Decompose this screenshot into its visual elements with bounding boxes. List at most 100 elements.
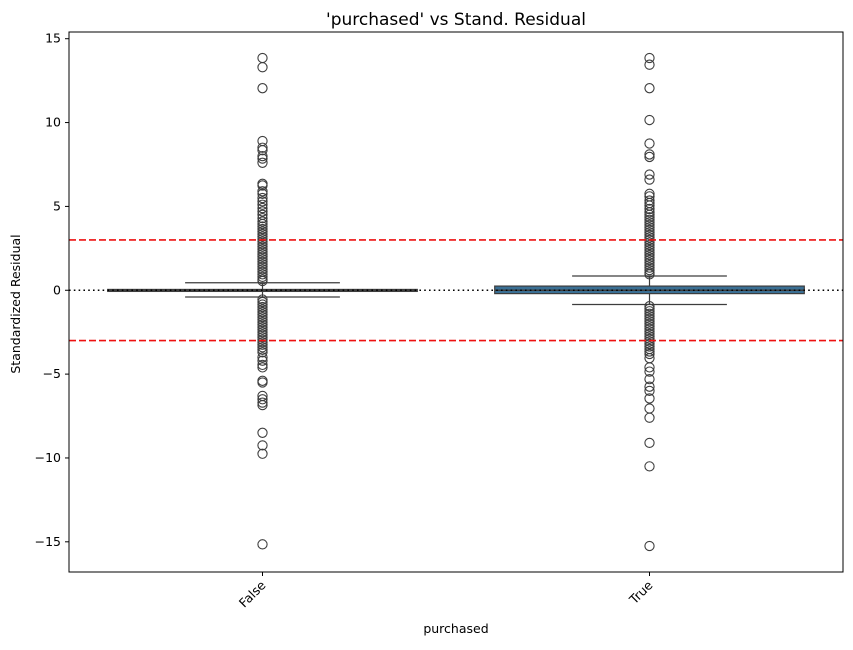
- outlier-point: [644, 540, 655, 552]
- outlier-point: [257, 199, 268, 210]
- outlier-point: [644, 316, 655, 327]
- outlier-point: [257, 394, 268, 405]
- outlier-point: [257, 355, 268, 366]
- outlier-point: [257, 150, 268, 162]
- outlier-point: [257, 251, 268, 262]
- outlier-point: [644, 83, 655, 94]
- outlier-point: [257, 145, 268, 156]
- outlier-point: [644, 195, 655, 206]
- outlier-point: [644, 306, 655, 317]
- outlier-point: [257, 246, 268, 257]
- outlier-point: [257, 271, 268, 282]
- outlier-point: [257, 299, 268, 310]
- outlier-point: [644, 301, 655, 312]
- outlier-point: [644, 341, 655, 352]
- outlier-point: [644, 169, 655, 180]
- x-tick-label: False: [236, 577, 269, 610]
- y-tick-label: −5: [43, 366, 61, 381]
- outlier-point: [257, 316, 268, 328]
- outlier-point: [644, 393, 655, 404]
- y-axis-label: Standardized Residual: [8, 234, 23, 373]
- outlier-point: [257, 322, 268, 333]
- y-tick-label: −15: [35, 534, 61, 549]
- outlier-point: [644, 222, 655, 233]
- outlier-point: [257, 202, 268, 214]
- outlier-point: [257, 192, 268, 204]
- outlier-point: [257, 337, 268, 348]
- outlier-point: [644, 232, 655, 243]
- outlier-point: [644, 338, 655, 350]
- outlier-point: [257, 221, 268, 232]
- outlier-point: [257, 206, 268, 217]
- outlier-point: [644, 207, 655, 218]
- outlier-point: [257, 231, 268, 242]
- outlier-point: [644, 373, 655, 385]
- outlier-point: [257, 275, 268, 287]
- outlier-point: [257, 344, 268, 355]
- outlier-point: [257, 249, 268, 260]
- x-tick-label: True: [626, 577, 656, 607]
- outlier-point: [644, 242, 655, 253]
- outlier-point: [257, 334, 268, 345]
- plot-frame: [68, 31, 844, 573]
- outlier-point: [257, 448, 268, 459]
- outlier-point: [257, 226, 268, 237]
- outlier-point: [257, 269, 268, 280]
- outlier-point: [257, 311, 268, 323]
- outlier-point: [644, 385, 655, 397]
- outlier-point: [644, 249, 655, 261]
- outlier-point: [257, 228, 268, 240]
- outlier-point: [257, 244, 268, 255]
- outlier-point: [257, 236, 268, 247]
- outlier-point: [644, 333, 655, 345]
- outlier-point: [644, 318, 655, 329]
- outlier-point: [644, 326, 655, 337]
- outlier-point: [644, 212, 655, 223]
- outlier-point: [644, 336, 655, 347]
- outlier-point: [257, 157, 268, 168]
- outlier-point: [644, 403, 655, 414]
- outlier-point: [257, 223, 268, 235]
- outlier-point: [257, 212, 268, 224]
- outlier-point: [644, 52, 655, 64]
- outlier-point: [257, 153, 268, 164]
- outlier-point: [257, 324, 268, 335]
- outlier-point: [257, 180, 268, 191]
- outlier-point: [644, 264, 655, 276]
- outlier-point: [257, 359, 268, 371]
- outlier-point: [257, 241, 268, 252]
- outlier-point: [257, 539, 268, 550]
- outlier-point: [644, 114, 655, 126]
- outlier-point: [644, 381, 655, 392]
- outlier-point: [644, 59, 655, 70]
- outlier-point: [257, 142, 268, 153]
- outlier-point: [644, 138, 655, 149]
- outlier-point: [257, 399, 268, 411]
- outlier-point: [644, 252, 655, 263]
- y-tick-label: 0: [53, 282, 61, 297]
- outlier-point: [257, 327, 268, 338]
- outlier-point: [257, 294, 268, 305]
- y-tick-label: 15: [45, 31, 61, 46]
- chart-title: 'purchased' vs Stand. Residual: [326, 10, 586, 30]
- outlier-point: [257, 306, 268, 318]
- outlier-point: [257, 362, 268, 373]
- outlier-point: [257, 352, 268, 363]
- outlier-point: [257, 377, 268, 388]
- outlier-point: [257, 347, 268, 358]
- outlier-point: [257, 304, 268, 315]
- outlier-point: [257, 196, 268, 207]
- outlier-point: [257, 264, 268, 275]
- outlier-point: [644, 437, 655, 449]
- outlier-point: [257, 332, 268, 343]
- outlier-point: [257, 218, 268, 230]
- y-tick-label: −10: [35, 450, 61, 465]
- outlier-point: [257, 83, 268, 94]
- outlier-point: [644, 308, 655, 319]
- outlier-point: [257, 309, 268, 320]
- outlier-point: [257, 342, 268, 353]
- outlier-point: [257, 233, 268, 245]
- outlier-point: [644, 257, 655, 268]
- outlier-point: [644, 219, 655, 231]
